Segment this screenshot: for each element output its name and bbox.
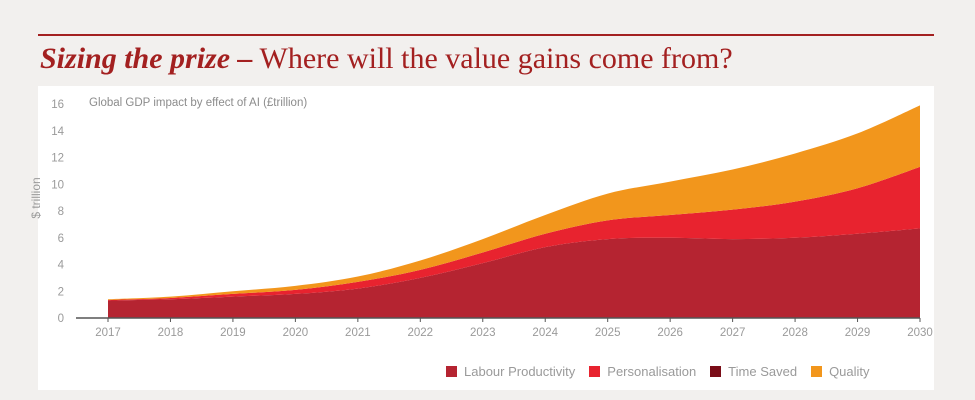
x-tick-label: 2025 xyxy=(595,327,621,339)
legend-item-personalisation: Personalisation xyxy=(589,364,696,379)
legend-item-quality: Quality xyxy=(811,363,870,379)
series-areas xyxy=(108,105,920,318)
y-tick-label: 6 xyxy=(58,233,64,245)
y-tick-label: 10 xyxy=(51,179,64,191)
legend-label: Personalisation xyxy=(607,363,697,379)
area-quality xyxy=(108,105,920,300)
chart-subtitle: Global GDP impact by effect of AI (£tril… xyxy=(89,97,307,109)
legend-label: Labour Productivity xyxy=(464,363,576,379)
legend-item-time-saved: Time Saved xyxy=(710,364,797,379)
x-tick-label: 2028 xyxy=(782,327,808,339)
x-tick-label: 2020 xyxy=(283,327,309,339)
x-tick-label: 2023 xyxy=(470,327,496,339)
x-tick-label: 2026 xyxy=(657,327,683,339)
x-tick-label: 2030 xyxy=(907,327,933,339)
title-rest: Where will the value gains come from? xyxy=(252,42,733,75)
y-tick-label: 8 xyxy=(58,206,64,218)
legend-swatch xyxy=(446,365,457,377)
x-tick-label: 2018 xyxy=(158,327,184,339)
y-tick-label: 16 xyxy=(51,99,64,111)
legend-swatch xyxy=(589,365,601,377)
title-emphasis: Sizing the prize – xyxy=(40,42,253,75)
x-tick-label: 2019 xyxy=(220,327,246,339)
x-tick-label: 2017 xyxy=(95,327,121,339)
area-labour-productivity xyxy=(108,228,920,318)
legend-swatch xyxy=(811,365,823,377)
y-tick-label: 14 xyxy=(51,126,64,138)
area-personalisation xyxy=(108,166,920,301)
y-tick-label: 4 xyxy=(58,260,65,272)
x-tick-label: 2021 xyxy=(345,327,371,339)
x-tick-label: 2029 xyxy=(845,327,871,339)
y-axis-label: $ trillion xyxy=(29,177,43,218)
page-title: Sizing the prize – Where will the value … xyxy=(40,42,733,76)
legend-item-labour-productivity: Labour Productivity xyxy=(446,364,575,379)
y-tick-label: 12 xyxy=(51,153,64,165)
legend-label: Quality xyxy=(829,363,870,379)
x-tick-label: 2024 xyxy=(532,327,558,339)
legend-label: Time Saved xyxy=(728,363,798,379)
legend-swatch xyxy=(710,365,722,377)
title-rule xyxy=(38,34,934,36)
x-tick-label: 2027 xyxy=(720,327,746,339)
y-tick-label: 0 xyxy=(58,313,64,325)
x-tick-label: 2022 xyxy=(408,327,434,339)
legend: Labour Productivity Personalisation Time S… xyxy=(446,362,884,380)
axes: 0 2 4 6 8 10 12 14 16 2017 2018 2019 2020 2021 2022 202… xyxy=(51,99,933,339)
y-tick-label: 2 xyxy=(58,286,64,298)
